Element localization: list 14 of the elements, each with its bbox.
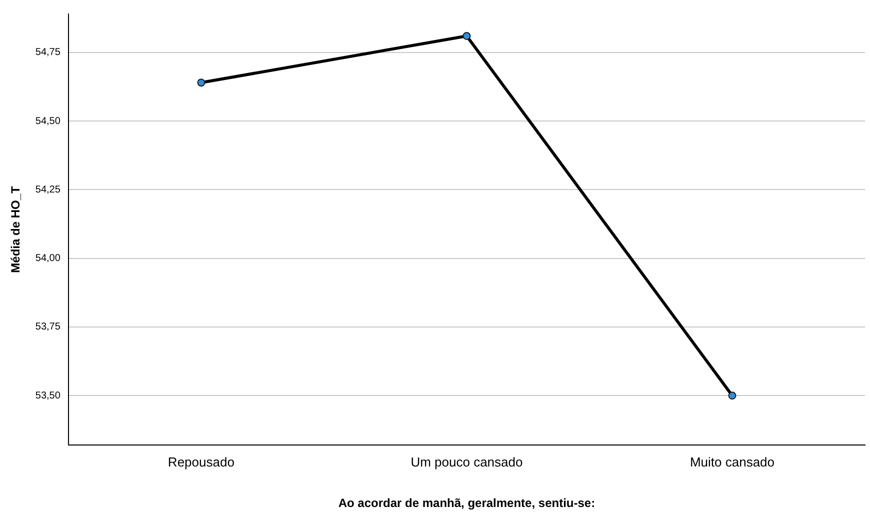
- y-axis-title: Média de HO_T: [8, 185, 23, 273]
- y-tick-label: 53,50: [35, 390, 61, 402]
- y-tick-label: 54,50: [35, 116, 61, 127]
- x-tick-label: Muito cansado: [690, 454, 775, 470]
- point: [728, 392, 736, 400]
- x-tick-label: Um pouco cansado: [410, 454, 523, 470]
- x-axis-title: Ao acordar de manhã, geralmente, sentiu-se:: [338, 496, 596, 510]
- point: [197, 78, 206, 87]
- y-tick-label: 53,75: [35, 322, 61, 333]
- x-tick-label: Repousado: [168, 454, 234, 470]
- y-tick-label: 54,00: [35, 253, 61, 264]
- y-tick-label: 54,75: [35, 47, 61, 58]
- y-tick-label: 54,25: [35, 184, 61, 196]
- point: [462, 32, 471, 40]
